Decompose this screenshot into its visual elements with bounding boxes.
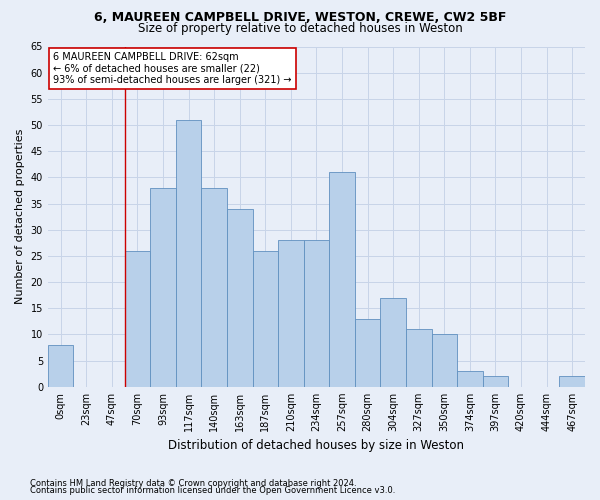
Text: 6 MAUREEN CAMPBELL DRIVE: 62sqm
← 6% of detached houses are smaller (22)
93% of : 6 MAUREEN CAMPBELL DRIVE: 62sqm ← 6% of …	[53, 52, 292, 85]
Bar	[48, 345, 73, 387]
Bar	[125, 250, 150, 387]
Text: Size of property relative to detached houses in Weston: Size of property relative to detached ho…	[137, 22, 463, 35]
Bar	[457, 371, 482, 387]
Text: Contains HM Land Registry data © Crown copyright and database right 2024.: Contains HM Land Registry data © Crown c…	[30, 478, 356, 488]
X-axis label: Distribution of detached houses by size in Weston: Distribution of detached houses by size …	[169, 440, 464, 452]
Bar	[202, 188, 227, 387]
Bar	[253, 250, 278, 387]
Bar	[380, 298, 406, 387]
Y-axis label: Number of detached properties: Number of detached properties	[15, 129, 25, 304]
Bar	[355, 318, 380, 387]
Bar	[304, 240, 329, 387]
Bar	[176, 120, 202, 387]
Bar	[150, 188, 176, 387]
Bar	[431, 334, 457, 387]
Text: Contains public sector information licensed under the Open Government Licence v3: Contains public sector information licen…	[30, 486, 395, 495]
Bar	[559, 376, 585, 387]
Bar	[278, 240, 304, 387]
Bar	[406, 329, 431, 387]
Bar	[329, 172, 355, 387]
Bar	[482, 376, 508, 387]
Text: 6, MAUREEN CAMPBELL DRIVE, WESTON, CREWE, CW2 5BF: 6, MAUREEN CAMPBELL DRIVE, WESTON, CREWE…	[94, 11, 506, 24]
Bar	[227, 209, 253, 387]
